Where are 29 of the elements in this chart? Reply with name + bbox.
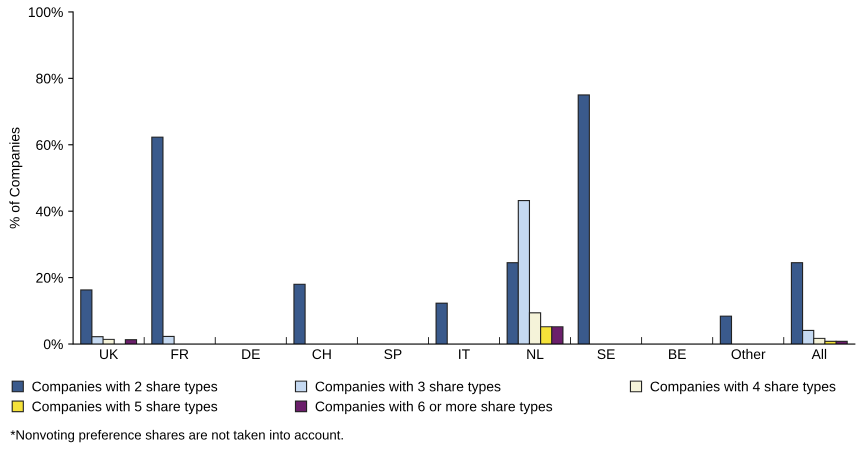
legend-label: Companies with 6 or more share types (316, 401, 552, 414)
x-tick-label: DE (242, 349, 260, 359)
bar (124, 339, 138, 344)
y-tick-label: 100% (28, 7, 63, 18)
text: *Nonvoting preference shares are not taken into account. (10, 430, 343, 442)
y-tick-label: 80% (36, 74, 63, 84)
x-tick-label: SE (597, 349, 615, 360)
y-tick-label: 60% (36, 140, 63, 150)
y-tick-label: 0% (44, 339, 63, 350)
legend-label: Companies with 5 share types (32, 401, 218, 414)
x-tick-label: Other (732, 348, 766, 360)
x-tick-label: BE (669, 349, 686, 359)
x-tick-label: SP (384, 349, 402, 360)
x-tick-label: UK (100, 349, 118, 360)
x-tick-label: All (812, 348, 826, 359)
legend-label: Companies with 4 share types (650, 381, 836, 394)
bar (436, 302, 448, 344)
y-axis-title: % of Companies (9, 128, 22, 228)
y-tick-label: 20% (36, 272, 63, 283)
bar (720, 316, 732, 344)
bar (578, 94, 590, 344)
x-tick-label: FR (172, 349, 188, 359)
x-tick-label: IT (459, 349, 470, 359)
bar (293, 284, 306, 344)
legend-label: Companies with 3 share types (316, 381, 500, 394)
legend-label: Companies with 2 share types (32, 381, 218, 394)
y-tick-label: 40% (36, 206, 63, 216)
x-tick-label: CH (312, 349, 331, 360)
x-tick-label: NL (527, 349, 544, 359)
